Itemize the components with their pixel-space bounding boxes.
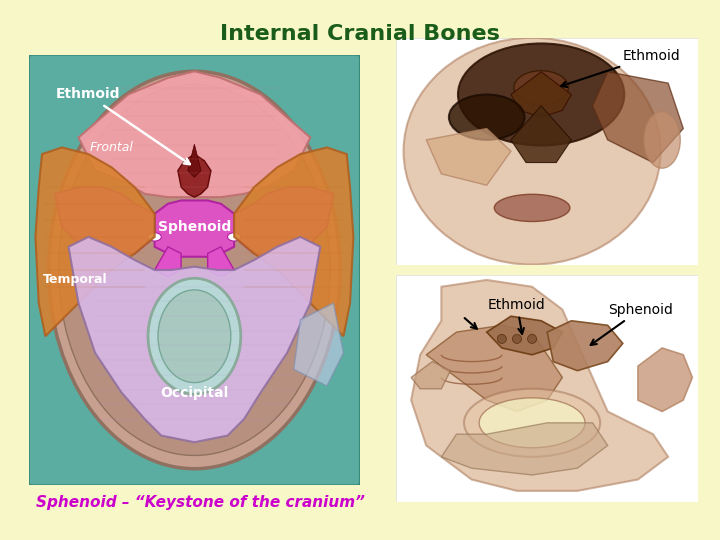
Polygon shape — [593, 72, 683, 163]
Polygon shape — [55, 187, 155, 260]
Ellipse shape — [228, 233, 240, 241]
FancyBboxPatch shape — [396, 38, 698, 265]
Ellipse shape — [148, 278, 240, 394]
Polygon shape — [441, 423, 608, 475]
Ellipse shape — [458, 43, 624, 146]
Polygon shape — [411, 362, 451, 389]
Polygon shape — [411, 280, 668, 491]
Text: Ethmoid: Ethmoid — [561, 49, 680, 87]
Polygon shape — [426, 129, 511, 185]
FancyBboxPatch shape — [396, 275, 698, 502]
Polygon shape — [35, 147, 155, 336]
Polygon shape — [294, 303, 343, 386]
Text: Ethmoid: Ethmoid — [55, 87, 190, 164]
Polygon shape — [234, 147, 354, 336]
Polygon shape — [511, 72, 572, 117]
Ellipse shape — [514, 71, 568, 105]
Ellipse shape — [513, 334, 521, 343]
Polygon shape — [68, 237, 320, 442]
Polygon shape — [78, 71, 310, 197]
Text: Ethmoid: Ethmoid — [488, 298, 546, 334]
Polygon shape — [638, 348, 693, 411]
Text: Sphenoid: Sphenoid — [590, 302, 672, 345]
Text: Internal Cranial Bones: Internal Cranial Bones — [220, 24, 500, 44]
Ellipse shape — [644, 111, 680, 168]
Ellipse shape — [148, 233, 161, 241]
Polygon shape — [487, 316, 562, 355]
Ellipse shape — [464, 389, 600, 457]
Ellipse shape — [449, 94, 524, 140]
Ellipse shape — [158, 290, 231, 383]
Polygon shape — [207, 247, 234, 276]
FancyBboxPatch shape — [29, 55, 360, 485]
Polygon shape — [155, 200, 234, 256]
Text: Temporal: Temporal — [43, 273, 107, 286]
Ellipse shape — [495, 194, 570, 221]
Polygon shape — [511, 106, 572, 163]
Polygon shape — [188, 144, 201, 177]
Text: Occipital: Occipital — [161, 386, 228, 400]
Polygon shape — [234, 187, 333, 260]
Ellipse shape — [480, 398, 585, 448]
Text: Frontal: Frontal — [90, 141, 133, 154]
Polygon shape — [178, 154, 211, 197]
Polygon shape — [547, 321, 623, 370]
Text: Sphenoid – “Keystone of the cranium”: Sphenoid – “Keystone of the cranium” — [36, 495, 365, 510]
Ellipse shape — [498, 334, 506, 343]
Ellipse shape — [403, 38, 661, 265]
Text: Sphenoid: Sphenoid — [158, 220, 231, 234]
Ellipse shape — [49, 71, 340, 469]
Ellipse shape — [528, 334, 536, 343]
Ellipse shape — [58, 85, 330, 455]
Polygon shape — [426, 325, 562, 411]
Polygon shape — [155, 247, 181, 276]
